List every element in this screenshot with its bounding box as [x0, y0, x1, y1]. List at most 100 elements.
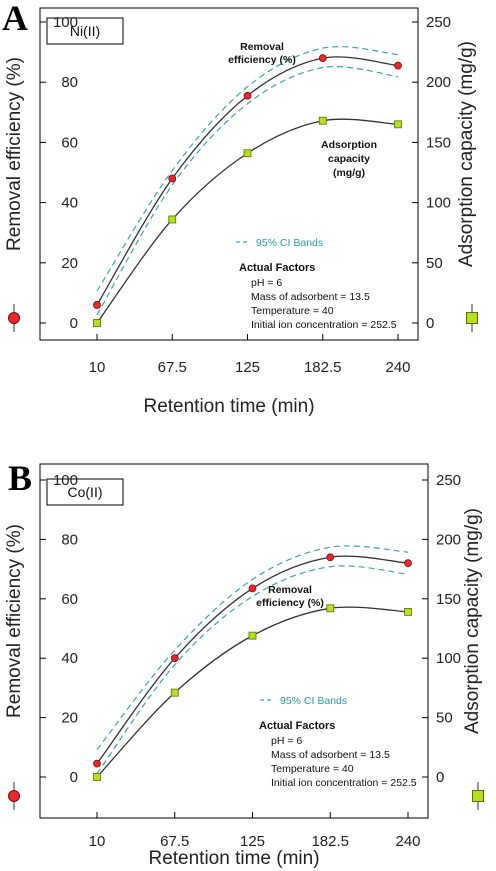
y-left-axis-title: Removal efficiency (%): [4, 57, 25, 251]
x-tick-label: 67.5: [160, 833, 189, 850]
ci-legend-label: 95% CI Bands: [256, 237, 323, 249]
y-left-tick-label: 20: [61, 255, 78, 272]
removal-point: [318, 54, 327, 63]
adsorption-point: [170, 688, 179, 697]
y-left-tick-label: 40: [61, 650, 78, 667]
fit-line-removal: [96, 56, 399, 306]
ion-label: Co(II): [68, 484, 103, 500]
y-right-tick-label: 100: [436, 650, 461, 667]
y-right-tick-label: 200: [426, 74, 451, 91]
removal-annotation: efficiency (%): [228, 54, 296, 66]
removal-point: [243, 91, 252, 100]
removal-point: [93, 759, 101, 768]
y-right-tick-label: 250: [436, 472, 461, 489]
factor-item: Mass of adsorbent = 13.5: [271, 749, 390, 761]
removal-point: [394, 61, 402, 70]
adsorption-annotation: (mg/g): [333, 167, 365, 179]
x-tick-label: 67.5: [158, 359, 187, 376]
x-tick-label: 182.5: [304, 359, 342, 376]
ci-band-upper: [96, 545, 409, 751]
ci-legend-label: 95% CI Bands: [280, 695, 347, 707]
fit-line-adsorption: [96, 118, 399, 324]
ci-band-lower: [96, 66, 399, 316]
x-axis-title: Retention time (min): [143, 396, 314, 417]
left-legend-circle-marker: [8, 790, 20, 802]
ci-band-lower: [96, 565, 409, 774]
y-right-tick-label: 250: [426, 14, 451, 31]
factor-item: pH = 6: [251, 277, 282, 289]
plot-frame: [39, 7, 419, 341]
removal-annotation: Removal: [240, 41, 284, 53]
factors-title: Actual Factors: [259, 720, 335, 732]
y-left-tick-label: 100: [53, 14, 78, 31]
y-right-tick-label: 150: [436, 591, 461, 608]
adsorption-point: [326, 604, 335, 613]
factor-item: pH = 6: [271, 735, 302, 747]
adsorption-point: [93, 319, 101, 327]
y-left-tick-label: 0: [70, 315, 78, 332]
y-left-tick-label: 100: [53, 472, 78, 489]
factors-title: Actual Factors: [239, 262, 315, 274]
adsorption-point: [394, 120, 402, 129]
adsorption-annotation: Adsorption: [321, 139, 377, 151]
y-left-tick-label: 80: [61, 74, 78, 91]
y-right-tick-label: 150: [426, 134, 451, 151]
x-tick-label: 125: [235, 359, 260, 376]
removal-point: [248, 584, 257, 593]
removal-annotation: Removal: [268, 584, 312, 596]
adsorption-point: [404, 607, 412, 616]
panel-letter: B: [8, 458, 32, 498]
x-tick-label: 182.5: [311, 833, 349, 850]
y-left-axis-title: Removal efficiency (%): [4, 524, 25, 718]
adsorption-point: [93, 773, 101, 781]
ion-label: Ni(II): [70, 23, 100, 39]
adsorption-point: [243, 149, 252, 158]
adsorption-point: [318, 116, 327, 125]
removal-point: [170, 654, 179, 663]
adsorption-annotation: capacity: [328, 153, 370, 165]
removal-point: [404, 559, 412, 568]
y-left-tick-label: 40: [61, 195, 78, 212]
y-right-axis-title: Adsorption capacity (mg/g): [462, 508, 483, 734]
removal-point: [93, 301, 101, 309]
y-left-tick-label: 60: [61, 134, 78, 151]
panel-letter: A: [2, 0, 28, 38]
removal-point: [168, 174, 177, 183]
ion-label-box: [46, 478, 124, 506]
y-right-tick-label: 200: [436, 531, 461, 548]
y-left-tick-label: 80: [61, 531, 78, 548]
x-axis-title: Retention time (min): [148, 848, 319, 869]
y-right-axis-title: Adsorption capacity (mg/g): [456, 41, 477, 267]
factor-item: Initial ion concentration = 252.5: [271, 777, 417, 789]
ci-band-upper: [96, 46, 399, 292]
fit-line-removal: [96, 555, 409, 765]
right-legend-square-marker: [472, 790, 484, 802]
adsorption-point: [168, 215, 177, 224]
plot-frame: [39, 463, 429, 819]
factor-item: Mass of adsorbent = 13.5: [251, 291, 370, 303]
chart-panel-b: B Co(II) 10 67.5 125 182.5 240 0 20 40 60 80 100 0 50 1…: [4, 458, 484, 869]
adsorption-point: [248, 631, 257, 640]
y-left-tick-label: 20: [61, 710, 78, 727]
factor-item: Temperature = 40: [271, 763, 354, 775]
factor-item: Temperature = 40: [251, 305, 334, 317]
x-tick-label: 10: [89, 833, 106, 850]
x-tick-label: 125: [240, 833, 265, 850]
right-legend-square-marker: [466, 312, 478, 324]
x-tick-label: 10: [89, 359, 106, 376]
x-tick-label: 240: [385, 359, 410, 376]
y-right-tick-label: 0: [426, 315, 434, 332]
y-left-tick-label: 0: [70, 769, 78, 786]
y-right-tick-label: 50: [436, 710, 453, 727]
x-tick-label: 240: [395, 833, 420, 850]
removal-point: [326, 553, 335, 562]
ion-label-box: [46, 17, 124, 45]
y-left-tick-label: 60: [61, 591, 78, 608]
y-right-tick-label: 100: [426, 195, 451, 212]
factor-item: Initial ion concentration = 252.5: [251, 319, 397, 331]
chart-panel-a: A Ni(II) 10 67.5 125 182.5 240 0 20 40 60 80 100 0 50 1…: [2, 0, 478, 417]
left-legend-circle-marker: [8, 312, 20, 324]
y-right-tick-label: 50: [426, 255, 443, 272]
y-right-tick-label: 0: [436, 769, 444, 786]
